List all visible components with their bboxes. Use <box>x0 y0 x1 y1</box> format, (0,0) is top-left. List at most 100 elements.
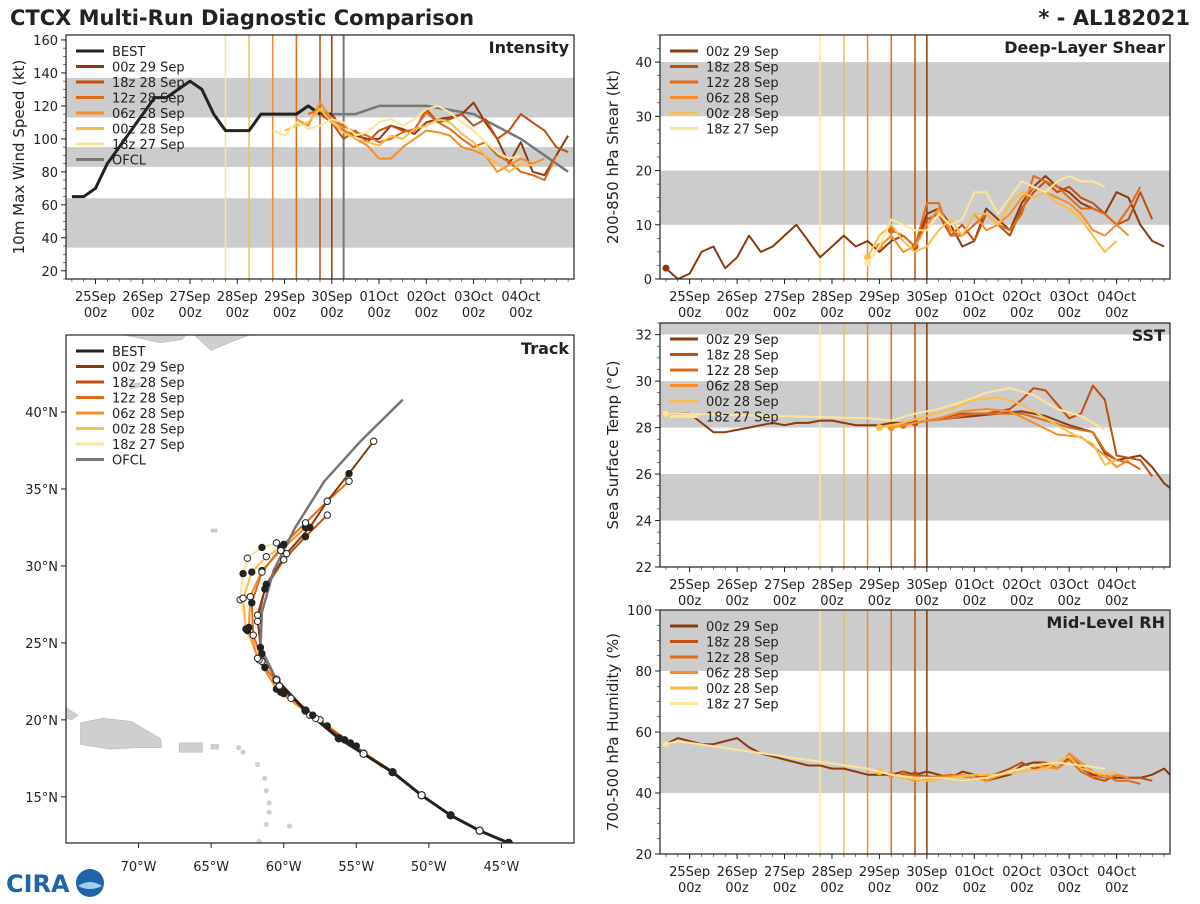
intensity-xtick-label: 25Sep <box>75 290 116 305</box>
intensity-xtick-label: 00z <box>178 306 202 321</box>
logo-wave-icon <box>78 882 102 889</box>
shear-xtick-label: 00z <box>963 306 987 321</box>
rh-xtick-label: 03Oct <box>1050 865 1089 880</box>
intensity-xtick-label: 26Sep <box>122 290 163 305</box>
rh-xtick-label: 26Sep <box>717 865 758 880</box>
sst-xtick-label: 00z <box>725 594 749 609</box>
track-forecast-marker <box>248 568 256 576</box>
shear-xtick-label: 00z <box>1057 306 1081 321</box>
intensity-legend-label: 06z 28 Sep <box>112 107 185 122</box>
shear-xtick-label: 29Sep <box>859 290 900 305</box>
rh-plot-area <box>660 610 1170 854</box>
intensity-xtick-label: 28Sep <box>217 290 258 305</box>
sst-xtick-label: 28Sep <box>811 578 852 593</box>
shear-ytick-label: 10 <box>635 219 652 234</box>
sst-ylabel: Sea Surface Temp (°C) <box>604 360 622 529</box>
intensity-ytick-label: 100 <box>33 133 58 148</box>
track-legend-label: 00z 29 Sep <box>112 361 185 376</box>
track-legend-label: 06z 28 Sep <box>112 407 185 422</box>
sst-series-06z-28-sep <box>891 408 1130 469</box>
rh-xtick-label: 00z <box>820 881 844 896</box>
track-island <box>286 823 293 829</box>
sst-xtick-label: 00z <box>915 594 939 609</box>
rh-xtick-label: 00z <box>1057 881 1081 896</box>
intensity-legend-label: 12z 28 Sep <box>112 92 185 107</box>
intensity-xtick-label: 00z <box>226 306 250 321</box>
rh-xtick-label: 00z <box>678 881 702 896</box>
track-xtick-label: 45°W <box>483 860 519 875</box>
intensity-xtick-label: 27Sep <box>170 290 211 305</box>
shear-xtick-label: 04Oct <box>1097 290 1136 305</box>
intensity-legend-label: 18z 28 Sep <box>112 76 185 91</box>
track-legend-label: 18z 27 Sep <box>112 438 185 453</box>
rh-ytick-label: 40 <box>635 787 652 802</box>
track-island <box>263 788 269 794</box>
sst-xtick-label: 01Oct <box>955 578 994 593</box>
track-legend-label: 18z 28 Sep <box>112 376 185 391</box>
sst-xtick-label: 00z <box>820 594 844 609</box>
track-xtick-label: 70°W <box>121 860 157 875</box>
track-forecast-marker <box>262 580 270 589</box>
sst-xtick-label: 00z <box>868 594 892 609</box>
sst-ytick-label: 26 <box>635 468 652 483</box>
rh-ytick-label: 80 <box>635 665 652 680</box>
intensity-legend-label: 00z 28 Sep <box>112 123 185 138</box>
cira-logo-mark: CIRA <box>6 869 104 898</box>
sst-ytick-label: 22 <box>635 561 652 576</box>
shear-xtick-label: 00z <box>1105 306 1129 321</box>
track-forecast-marker <box>256 643 265 652</box>
track-forecast-marker <box>306 523 314 532</box>
intensity-ylabel: 10m Max Wind Speed (kt) <box>10 60 28 255</box>
shear-xtick-label: 00z <box>820 306 844 321</box>
track-forecast-marker <box>352 742 360 750</box>
shear-init-marker <box>662 264 670 272</box>
track-forecast-marker <box>345 469 353 478</box>
shear-series-06z-28-sep <box>878 185 1130 253</box>
track-ytick-label: 35°N <box>25 483 58 498</box>
track-island <box>240 749 246 755</box>
track-forecast-marker <box>323 511 331 519</box>
track-series-00z-29-sep <box>256 440 375 740</box>
track-xtick-label: 65°W <box>193 860 229 875</box>
track-island <box>266 809 272 815</box>
sst-xtick-label: 30Sep <box>906 578 947 593</box>
shear-xtick-label: 00z <box>915 306 939 321</box>
track-forecast-marker <box>323 497 331 505</box>
track-forecast-marker <box>248 599 256 607</box>
track-xtick-label: 50°W <box>411 860 447 875</box>
track-legend-label: 00z 28 Sep <box>112 423 185 438</box>
rh-title: Mid-Level RH <box>1046 613 1165 632</box>
sst-ytick-label: 32 <box>635 329 652 344</box>
track-forecast-marker <box>246 592 255 601</box>
rh-legend-label: 12z 28 Sep <box>706 651 779 666</box>
track-island <box>262 775 268 781</box>
shear-ytick-label: 20 <box>635 165 652 180</box>
panel-rh: 2040608010025Sep00z26Sep00z27Sep00z28Sep… <box>604 604 1171 896</box>
intensity-ytick-label: 60 <box>41 199 58 214</box>
track-forecast-marker <box>258 649 266 658</box>
track-land-shape <box>80 717 163 750</box>
track-forecast-marker <box>253 611 262 619</box>
sst-legend-label: 12z 28 Sep <box>706 364 779 379</box>
rh-ytick-label: 60 <box>635 726 652 741</box>
sst-xtick-label: 27Sep <box>764 578 805 593</box>
shear-ylabel: 200-850 hPa Shear (kt) <box>604 70 622 244</box>
shear-title: Deep-Layer Shear <box>1004 38 1165 57</box>
intensity-xtick-label: 00z <box>415 306 439 321</box>
intensity-xtick-label: 00z <box>273 306 297 321</box>
shear-series-12z-28-sep <box>890 175 1142 248</box>
track-forecast-marker <box>243 554 252 562</box>
intensity-xtick-label: 00z <box>131 306 155 321</box>
sst-xtick-label: 00z <box>1010 594 1034 609</box>
page-title: CTCX Multi-Run Diagnostic Comparison <box>10 6 474 30</box>
intensity-xtick-label: 00z <box>84 306 108 321</box>
track-forecast-marker <box>287 694 295 702</box>
track-forecast-marker <box>239 594 247 602</box>
track-forecast-marker <box>249 631 257 639</box>
track-forecast-marker <box>280 556 288 564</box>
track-plot-area <box>66 335 513 843</box>
track-forecast-marker <box>280 540 288 549</box>
